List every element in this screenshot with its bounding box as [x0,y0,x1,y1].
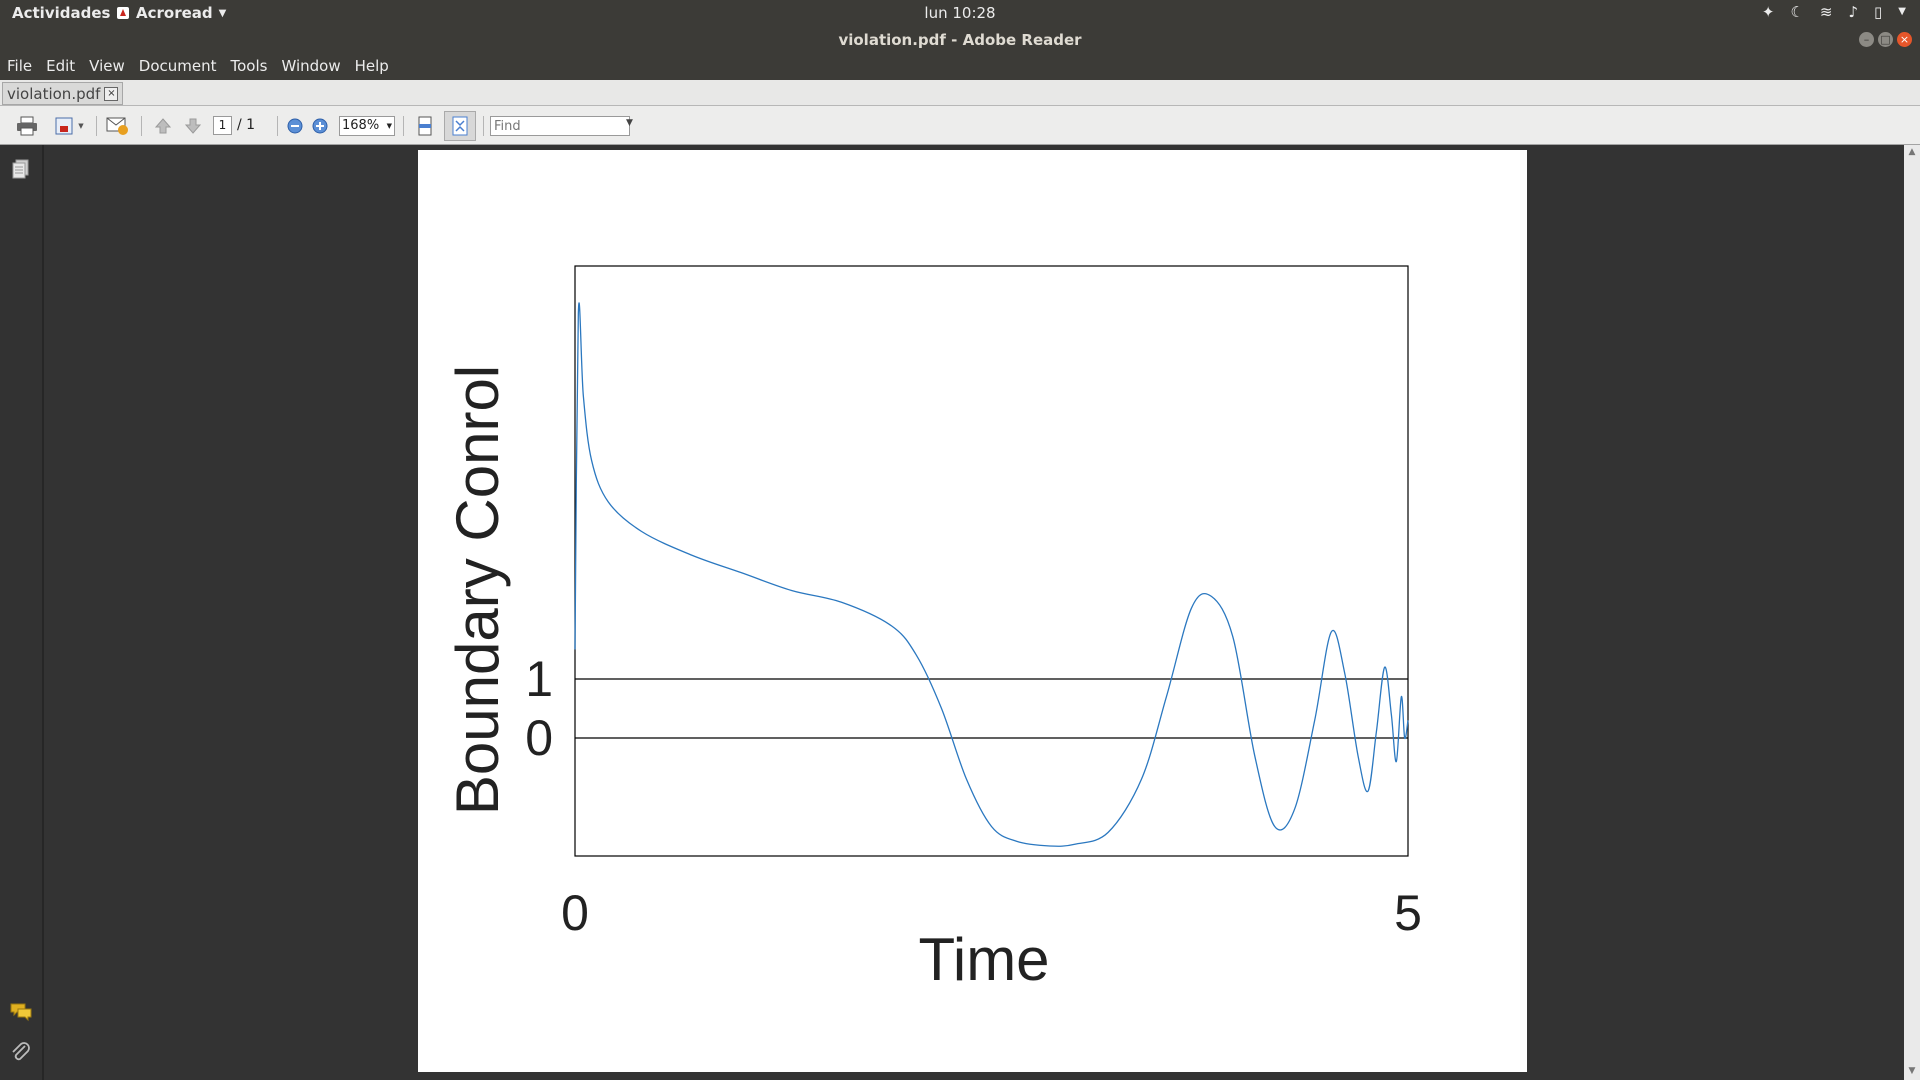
zoom-in-icon [312,118,328,134]
menu-view[interactable]: View [89,57,125,75]
zoom-level-value: 168% [342,118,380,133]
app-name: Acroread [136,4,213,22]
navigation-panel [0,145,44,1080]
next-page-button[interactable] [182,115,204,137]
acroread-app-icon [117,7,129,19]
chevron-down-icon: ▼ [78,122,84,130]
document-tab[interactable]: violation.pdf × [2,82,124,105]
scroll-down-icon[interactable]: ▼ [1908,1066,1916,1076]
x-tick-label: 0 [561,885,589,941]
zoom-in-button[interactable] [311,115,329,137]
fit-width-icon [418,116,432,136]
arrow-up-icon [154,118,172,134]
document-tab-label: violation.pdf [7,84,101,103]
menu-file[interactable]: File [7,57,33,75]
volume-icon[interactable]: ♪ [1848,3,1859,21]
x-tick-label: 5 [1394,885,1422,941]
toolbar-separator [277,116,278,136]
save-icon [55,117,73,135]
zoom-out-button[interactable] [286,115,304,137]
app-menu[interactable]: Acroread ▼ [116,4,226,22]
toolbar-separator [96,116,97,136]
clock[interactable]: lun 10:28 [924,4,996,22]
toolbar: ▼ 1 / 1 168% ▼ ▼ [0,106,1920,145]
battery-icon[interactable]: ▯ [1874,3,1883,21]
email-button[interactable] [104,115,132,137]
paperclip-icon[interactable] [10,1041,32,1063]
y-tick-label: 0 [525,710,553,766]
pages-icon[interactable] [12,159,30,179]
fit-page-icon [452,116,468,136]
save-button[interactable]: ▼ [52,115,86,137]
system-top-bar: Actividades Acroread ▼ lun 10:28 ✦ ☾ ≋ ♪… [0,0,1920,27]
menu-edit[interactable]: Edit [46,57,76,75]
x-axis-label: Time [918,926,1049,993]
system-tray: ✦ ☾ ≋ ♪ ▯ ▼ [1762,3,1906,21]
comments-icon[interactable] [10,1002,32,1022]
toolbar-separator [403,116,404,136]
menu-document[interactable]: Document [138,57,217,75]
zoom-level-select[interactable]: 168% ▼ [339,116,395,136]
print-icon [17,116,37,136]
menu-window[interactable]: Window [281,57,341,75]
print-button[interactable] [14,115,40,137]
page-number-input[interactable]: 1 [213,116,232,135]
find-input[interactable] [490,116,630,136]
menu-bar: File Edit View Document Tools Window Hel… [0,54,1920,80]
chevron-down-icon: ▼ [218,7,227,19]
toolbar-separator [483,116,484,136]
activities-button[interactable]: Actividades [12,4,111,22]
y-axis-label: Boundary Conrol [444,365,511,815]
system-menu-chevron-icon[interactable]: ▼ [1898,6,1906,17]
fit-width-button[interactable] [414,115,436,137]
night-light-icon[interactable]: ☾ [1790,3,1804,21]
menu-tools[interactable]: Tools [230,57,268,75]
page-count: / 1 [237,117,256,133]
vertical-scrollbar[interactable]: ▲ ▼ [1904,145,1920,1080]
scroll-up-icon[interactable]: ▲ [1908,147,1916,157]
zoom-out-icon [287,118,303,134]
toolbar-separator [141,116,142,136]
previous-page-button[interactable] [152,115,174,137]
series-line [574,302,1409,847]
menu-help[interactable]: Help [354,57,389,75]
y-tick-label: 1 [525,651,553,707]
email-icon [106,117,128,135]
window-title-bar: violation.pdf - Adobe Reader – □ × [0,27,1920,54]
window-title: violation.pdf - Adobe Reader [838,31,1082,49]
document-tab-bar: violation.pdf × [0,80,1920,106]
minimize-button[interactable]: – [1859,32,1874,47]
fit-page-button[interactable] [444,111,476,141]
find-options-chevron-icon[interactable]: ▼ [626,118,633,128]
maximize-button[interactable]: □ [1878,32,1893,47]
wifi-icon[interactable]: ≋ [1819,3,1833,21]
close-button[interactable]: × [1897,32,1912,47]
close-tab-icon[interactable]: × [104,86,119,101]
arrow-down-icon [184,118,202,134]
chevron-down-icon: ▼ [386,122,392,130]
plot-frame [574,265,1409,857]
dropbox-icon[interactable]: ✦ [1761,3,1775,21]
